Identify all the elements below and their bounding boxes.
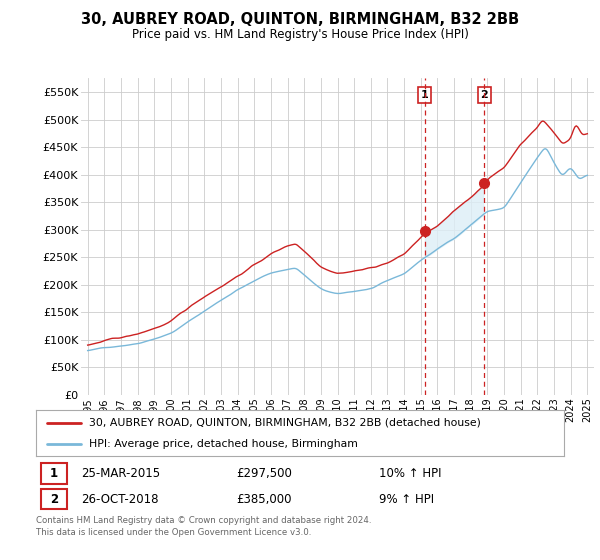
Text: 1: 1 — [50, 466, 58, 480]
Text: 26-OCT-2018: 26-OCT-2018 — [81, 492, 158, 506]
Bar — [41, 489, 67, 509]
Text: 30, AUBREY ROAD, QUINTON, BIRMINGHAM, B32 2BB (detached house): 30, AUBREY ROAD, QUINTON, BIRMINGHAM, B3… — [89, 418, 481, 428]
Text: 1: 1 — [421, 90, 428, 100]
Bar — [41, 463, 67, 483]
Text: This data is licensed under the Open Government Licence v3.0.: This data is licensed under the Open Gov… — [36, 528, 311, 536]
Text: HPI: Average price, detached house, Birmingham: HPI: Average price, detached house, Birm… — [89, 439, 358, 449]
Text: £297,500: £297,500 — [236, 466, 293, 480]
Text: 10% ↑ HPI: 10% ↑ HPI — [379, 466, 442, 480]
Text: Contains HM Land Registry data © Crown copyright and database right 2024.: Contains HM Land Registry data © Crown c… — [36, 516, 371, 525]
Text: £385,000: £385,000 — [236, 492, 292, 506]
Text: Price paid vs. HM Land Registry's House Price Index (HPI): Price paid vs. HM Land Registry's House … — [131, 28, 469, 41]
Text: 30, AUBREY ROAD, QUINTON, BIRMINGHAM, B32 2BB: 30, AUBREY ROAD, QUINTON, BIRMINGHAM, B3… — [81, 12, 519, 27]
Text: 2: 2 — [50, 492, 58, 506]
Text: 9% ↑ HPI: 9% ↑ HPI — [379, 492, 434, 506]
Text: 25-MAR-2015: 25-MAR-2015 — [81, 466, 160, 480]
Text: 2: 2 — [481, 90, 488, 100]
